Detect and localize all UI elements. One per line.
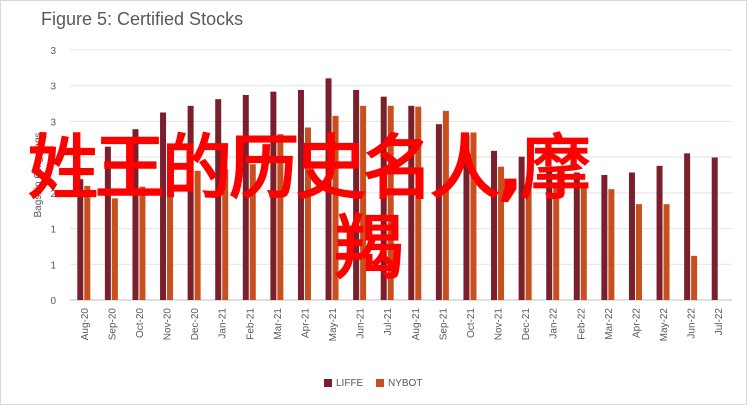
x-tick-label: Apr-21 (300, 308, 311, 338)
x-tick-label: Dec-20 (190, 308, 201, 341)
x-tick-label: Jul-22 (714, 308, 725, 336)
x-tick-label: Jul-21 (383, 308, 394, 336)
bar-nybot (304, 127, 311, 300)
bar-nybot (635, 204, 642, 300)
bar-liffe (160, 112, 167, 300)
legend-label-nybot: NYBOT (388, 378, 422, 389)
legend-label-liffe: LIFFE (336, 378, 364, 389)
x-tick-label: Jan-22 (549, 308, 560, 339)
x-tick-label: Mar-21 (273, 308, 284, 340)
y-tick-label: 2 (50, 153, 56, 164)
y-tick-label: 1 (50, 225, 56, 236)
bar-nybot (249, 164, 256, 300)
bar-liffe (380, 96, 387, 301)
bar-liffe (270, 91, 277, 301)
bar-liffe (573, 172, 580, 300)
bar-liffe (601, 175, 608, 300)
bar-liffe (546, 169, 553, 300)
x-tick-label: Jan-21 (218, 308, 229, 339)
y-tick-label: 0 (50, 296, 56, 307)
y-axis-label: Bags, in 60kg bags (33, 132, 44, 217)
bar-nybot (608, 189, 615, 300)
bar-liffe (353, 90, 360, 300)
bar-liffe (187, 105, 194, 300)
bar-nybot (442, 110, 449, 300)
bar-liffe (463, 135, 470, 300)
bar-liffe (297, 90, 304, 300)
x-tick-label: Sep-21 (438, 308, 449, 341)
x-tick-label: Sep-20 (107, 308, 118, 341)
bar-nybot (525, 177, 532, 300)
bar-liffe (711, 157, 718, 300)
bar-liffe (408, 105, 415, 300)
x-tick-label: Nov-20 (163, 308, 174, 341)
bar-liffe (325, 78, 332, 300)
bar-nybot (111, 198, 118, 300)
bar-liffe (628, 172, 635, 300)
x-tick-label: Mar-22 (604, 308, 615, 340)
bar-nybot (553, 183, 560, 300)
bar-nybot (498, 166, 505, 300)
bar-liffe (242, 95, 249, 300)
x-tick-label: Oct-20 (135, 308, 146, 338)
x-tick-label: Oct-21 (466, 308, 477, 338)
bar-liffe (518, 156, 525, 300)
bar-nybot (415, 106, 422, 301)
x-tick-label: Jun-22 (687, 308, 698, 339)
bar-nybot (332, 115, 339, 300)
overlay-line-1: 姓王的历史名人,摩 (28, 127, 591, 209)
bar-liffe (77, 179, 84, 300)
x-tick-label: Apr-22 (631, 308, 642, 338)
bar-nybot (691, 255, 698, 300)
legend-swatch-nybot (376, 379, 384, 387)
bar-nybot (167, 183, 174, 300)
bar-nybot (222, 169, 229, 300)
x-tick-label: May-21 (328, 308, 339, 342)
bar-liffe (491, 150, 498, 300)
bar-nybot (84, 185, 91, 300)
x-tick-label: Dec-21 (521, 308, 532, 341)
y-tick-label: 3 (50, 46, 56, 57)
x-tick-label: May-22 (659, 308, 670, 342)
x-tick-label: Feb-21 (245, 308, 256, 340)
bar-liffe (215, 99, 222, 301)
x-tick-label: Aug-21 (411, 308, 422, 341)
bar-nybot (139, 186, 146, 300)
bar-nybot (194, 170, 201, 300)
y-tick-label: 2 (50, 189, 56, 200)
y-tick-label: 1 (50, 260, 56, 271)
bar-nybot (387, 105, 394, 300)
legend-swatch-liffe (324, 379, 332, 387)
y-tick-label: 3 (50, 117, 56, 128)
bar-nybot (360, 105, 367, 300)
bar-liffe (132, 129, 139, 300)
overlay-line-2: 羯 (334, 207, 404, 289)
x-tick-label: Aug-20 (80, 308, 91, 341)
x-tick-label: Feb-22 (576, 308, 587, 340)
bar-nybot (277, 134, 284, 300)
bar-nybot (580, 185, 587, 300)
x-tick-label: Jun-21 (356, 308, 367, 339)
bar-nybot (663, 204, 670, 300)
bar-liffe (104, 146, 111, 300)
y-tick-label: 3 (50, 82, 56, 93)
bar-nybot (470, 132, 477, 300)
watermark-overlay-text: 姓王的历史名人,摩 羯 (28, 128, 728, 288)
x-tick-label: Nov-21 (494, 308, 505, 341)
bar-liffe (435, 124, 442, 301)
bar-liffe (684, 153, 691, 300)
chart-title: Figure 5: Certified Stocks (41, 9, 244, 29)
bar-liffe (656, 165, 663, 300)
